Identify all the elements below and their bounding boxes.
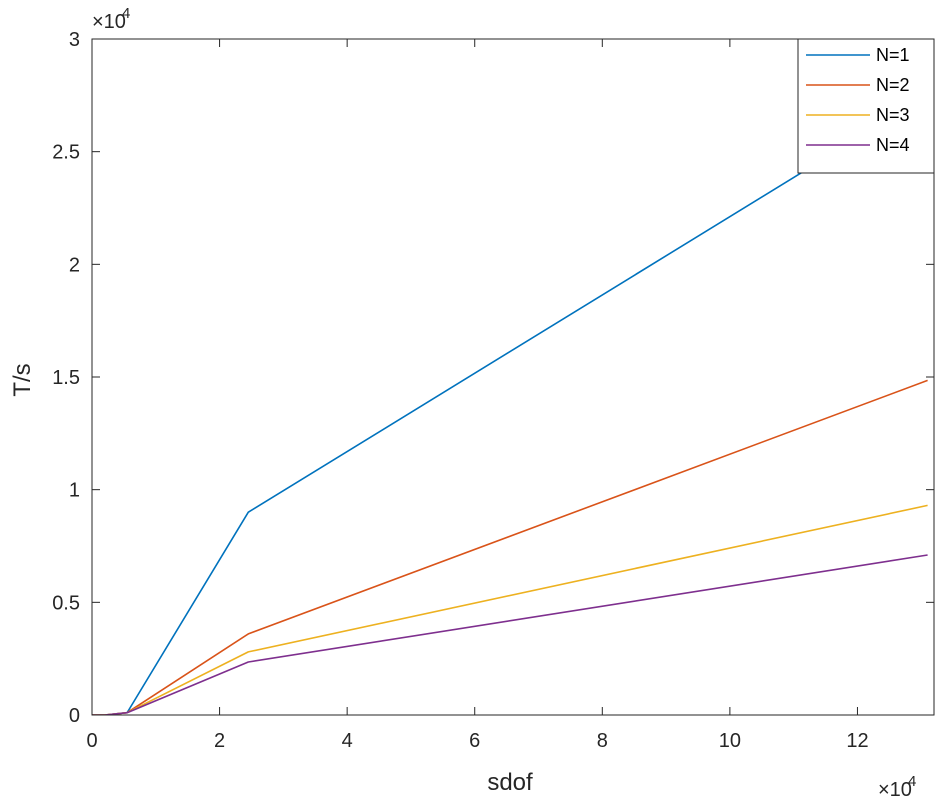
series-line-n-4 xyxy=(92,554,928,715)
y-ticks: 0 0.5 1 1.5 2 2.5 3 xyxy=(52,29,934,727)
y-tick-label: 3 xyxy=(69,29,80,51)
y-exponent-base: ×10 xyxy=(92,11,126,33)
legend-box xyxy=(797,38,935,174)
legend: N=1 N=2 N=3 N=4 xyxy=(797,38,935,174)
x-ticks: 0 2 4 6 8 10 12 xyxy=(86,39,869,752)
x-tick-label: 10 xyxy=(719,730,741,752)
y-tick-label: 1.5 xyxy=(52,367,80,389)
series-layer xyxy=(92,94,929,715)
y-exponent-power: 4 xyxy=(122,5,130,22)
y-tick-label: 2 xyxy=(69,254,80,276)
y-exponent: ×10 4 xyxy=(92,5,130,33)
x-tick-label: 0 xyxy=(86,730,97,752)
x-tick-label: 12 xyxy=(846,730,868,752)
legend-label: N=1 xyxy=(876,45,910,65)
x-tick-label: 6 xyxy=(469,730,480,752)
x-tick-label: 4 xyxy=(342,730,353,752)
x-exponent: ×10 4 xyxy=(878,773,916,800)
y-tick-label: 0.5 xyxy=(52,592,80,614)
legend-label: N=3 xyxy=(876,105,910,125)
legend-label: N=2 xyxy=(876,75,910,95)
x-exponent-power: 4 xyxy=(908,773,916,790)
x-exponent-base: ×10 xyxy=(878,779,912,800)
x-axis-title: sdof xyxy=(487,769,533,796)
y-axis-title: T/s xyxy=(9,363,36,396)
plot-area xyxy=(92,39,934,715)
y-tick-label: 0 xyxy=(69,705,80,727)
y-tick-label: 2.5 xyxy=(52,142,80,164)
x-tick-label: 8 xyxy=(597,730,608,752)
legend-label: N=4 xyxy=(876,135,910,155)
x-tick-label: 2 xyxy=(214,730,225,752)
y-tick-label: 1 xyxy=(69,480,80,502)
